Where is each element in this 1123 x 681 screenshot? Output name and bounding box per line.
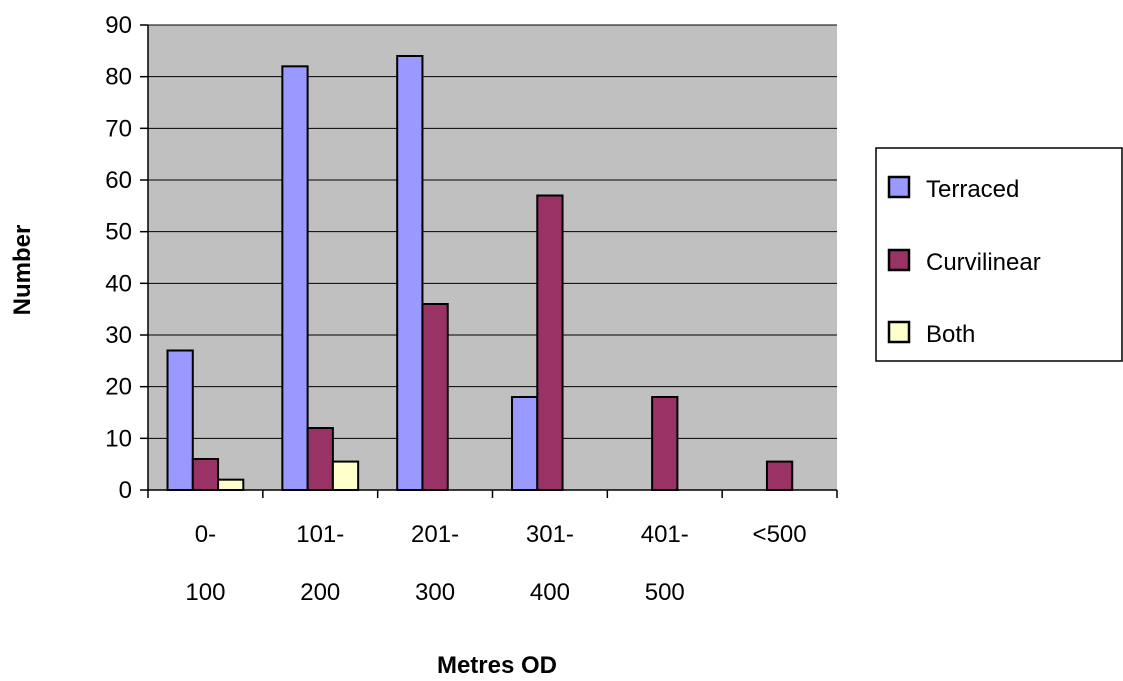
y-tick-label: 40	[105, 270, 132, 297]
legend-swatch-curvilinear	[887, 248, 911, 272]
y-tick-label: 80	[105, 64, 132, 91]
bar-terraced	[511, 396, 539, 491]
x-tick-label: <500	[753, 521, 807, 548]
bar-terraced	[166, 349, 194, 491]
legend-label-terraced: Terraced	[926, 176, 1019, 203]
bar-curvilinear	[765, 460, 794, 492]
y-tick-label: 30	[105, 322, 132, 349]
y-tick-label: 60	[105, 167, 132, 194]
x-tick-label: 401-	[641, 521, 689, 548]
bar-both	[217, 478, 245, 491]
bars	[166, 55, 794, 492]
bar-both	[331, 460, 360, 492]
y-axis-title: Number	[9, 225, 36, 316]
legend: Terraced Curvilinear Both	[875, 147, 1123, 362]
x-axis-title: Metres OD	[437, 652, 557, 679]
bar-terraced	[396, 55, 424, 491]
legend-swatch-terraced	[887, 175, 911, 199]
bar-curvilinear	[421, 303, 449, 491]
plot-area	[148, 25, 837, 490]
x-tick-label: 301-	[526, 521, 574, 548]
y-ticks: 0 10 20 30 40 50 60 70 80 90	[105, 12, 148, 504]
gridlines	[148, 24, 837, 439]
legend-swatch-both	[887, 320, 911, 344]
y-tick-label: 10	[105, 425, 132, 452]
y-tick-label: 90	[105, 12, 132, 39]
x-ticks: 0- 100 101- 200 201- 300 301- 400 401- 500 <500	[147, 490, 838, 606]
x-tick-label: 100	[185, 579, 225, 606]
x-tick-label: 300	[415, 579, 455, 606]
bar-terraced	[281, 65, 309, 491]
y-tick-label: 20	[105, 374, 132, 401]
x-tick-label: 500	[645, 579, 685, 606]
legend-label-curvilinear: Curvilinear	[926, 249, 1041, 276]
y-tick-label: 0	[119, 477, 132, 504]
bar-curvilinear	[306, 427, 334, 491]
x-tick-label: 201-	[411, 521, 459, 548]
bar-curvilinear	[191, 458, 220, 491]
x-tick-label: 101-	[296, 521, 344, 548]
y-tick-label: 70	[105, 115, 132, 142]
bar-curvilinear	[536, 194, 564, 491]
legend-label-both: Both	[926, 321, 975, 348]
x-tick-label: 400	[530, 579, 570, 606]
legend-box	[875, 147, 1123, 362]
y-tick-label: 50	[105, 219, 132, 246]
x-tick-label: 0-	[195, 521, 216, 548]
x-tick-label: 200	[300, 579, 340, 606]
bar-curvilinear	[651, 396, 679, 491]
